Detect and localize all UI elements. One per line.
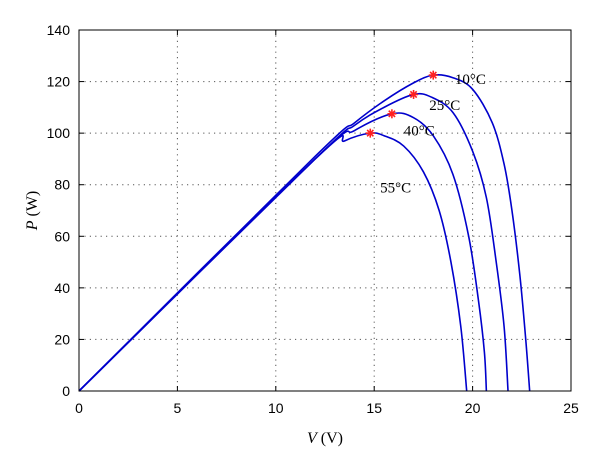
y-tick-label: 0 bbox=[62, 383, 70, 399]
series-line-40-c bbox=[78, 112, 488, 392]
y-axis-symbol: P bbox=[24, 220, 41, 231]
x-tick-label: 25 bbox=[563, 400, 579, 416]
series-labels: 10°C 25°C 40°C 55°C bbox=[380, 72, 486, 196]
y-tick-label: 120 bbox=[47, 74, 71, 90]
plot-frame bbox=[78, 29, 572, 392]
y-axis-label: P (W) bbox=[24, 191, 41, 232]
y-tick-label: 80 bbox=[54, 177, 70, 193]
x-axis-symbol: V bbox=[307, 430, 319, 447]
mpp-marker-40-c bbox=[387, 109, 397, 119]
x-axis-label: V (V) bbox=[307, 430, 343, 447]
series-line-10-c bbox=[78, 74, 531, 392]
y-tick-label: 20 bbox=[54, 331, 70, 347]
x-tick-label: 15 bbox=[366, 400, 382, 416]
mpp-markers bbox=[365, 70, 438, 138]
series-label-10-c: 10°C bbox=[455, 72, 486, 88]
series-label-55-c: 55°C bbox=[380, 180, 411, 196]
x-tick-label: 5 bbox=[174, 400, 182, 416]
y-axis-unit: (W) bbox=[24, 191, 41, 221]
mpp-marker-stroke bbox=[366, 129, 374, 137]
y-tick-label: 40 bbox=[54, 280, 70, 296]
series-line-55-c bbox=[78, 132, 468, 392]
curves bbox=[78, 74, 531, 392]
mpp-marker-55-c bbox=[365, 128, 375, 138]
mpp-marker-stroke bbox=[429, 71, 437, 79]
mpp-marker-10-c bbox=[428, 70, 438, 80]
series-label-40-c: 40°C bbox=[404, 124, 435, 140]
series-line-25-c bbox=[78, 92, 509, 392]
mpp-marker-stroke bbox=[409, 90, 418, 99]
x-tick-label: 10 bbox=[268, 400, 284, 416]
tick-labels: 0 5 10 15 20 25 0 20 40 60 80 100 120 140 bbox=[47, 22, 579, 416]
grid bbox=[79, 30, 571, 391]
x-tick-label: 0 bbox=[75, 400, 83, 416]
y-tick-label: 100 bbox=[47, 125, 71, 141]
y-tick-label: 60 bbox=[54, 228, 70, 244]
series-label-25-c: 25°C bbox=[429, 98, 460, 114]
x-tick-label: 20 bbox=[465, 400, 481, 416]
mpp-marker-25-c bbox=[409, 89, 419, 99]
y-tick-label: 140 bbox=[47, 22, 71, 38]
x-axis-unit: (V) bbox=[317, 430, 343, 447]
mpp-marker-stroke bbox=[388, 110, 396, 118]
